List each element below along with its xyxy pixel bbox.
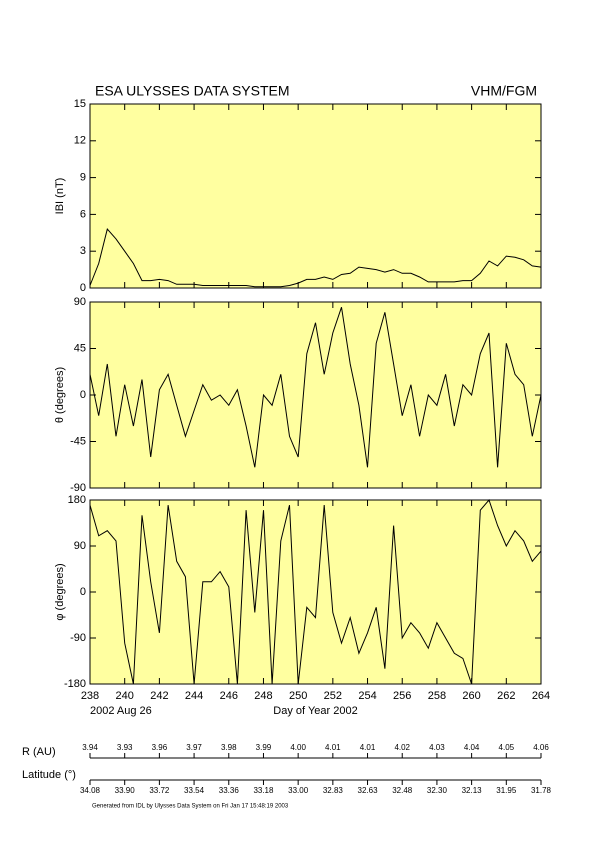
lat-value: 33.90 [115, 786, 136, 795]
r-value: 4.04 [464, 743, 480, 752]
y-tick-label: 15 [74, 98, 86, 110]
r-value: 3.96 [152, 743, 168, 752]
x-tick-label: 252 [324, 690, 342, 702]
date-label: 2002 Aug 26 [90, 705, 152, 717]
r-value: 4.03 [429, 743, 445, 752]
lat-value: 33.36 [219, 786, 240, 795]
x-tick-label: 238 [81, 690, 99, 702]
x-tick-label: 248 [254, 690, 272, 702]
lat-value: 33.72 [149, 786, 170, 795]
title: ESA ULYSSES DATA SYSTEM [95, 83, 290, 99]
x-tick-label: 240 [116, 690, 134, 702]
y-tick-label: 90 [74, 296, 86, 308]
footer: Generated from IDL by Ulysses Data Syste… [92, 804, 289, 810]
lat-value: 32.30 [427, 786, 448, 795]
r-value: 3.98 [221, 743, 237, 752]
r-value: 4.00 [290, 743, 306, 752]
r-value: 3.93 [117, 743, 133, 752]
panel [90, 302, 541, 488]
x-tick-label: 250 [289, 690, 307, 702]
y-tick-label: -180 [64, 678, 86, 690]
lat-value: 32.48 [392, 786, 413, 795]
y-axis-label: IBI (nT) [54, 178, 66, 215]
y-axis-label: φ (degrees) [54, 563, 66, 620]
r-label: R (AU) [22, 746, 56, 758]
y-tick-label: 9 [80, 172, 86, 184]
x-tick-label: 258 [428, 690, 446, 702]
y-tick-label: 90 [74, 540, 86, 552]
y-tick-label: 0 [80, 282, 86, 294]
x-tick-label: 244 [185, 690, 203, 702]
data-line [89, 307, 542, 468]
data-line [89, 499, 542, 685]
lat-value: 31.95 [496, 786, 517, 795]
r-value: 4.06 [533, 743, 549, 752]
x-tick-label: 260 [462, 690, 480, 702]
data-line [89, 228, 542, 288]
lat-value: 34.08 [80, 786, 101, 795]
y-tick-label: 0 [80, 389, 86, 401]
lat-value: 33.18 [253, 786, 274, 795]
panel-frame [89, 103, 542, 289]
instrument: VHM/FGM [471, 83, 537, 99]
panel [90, 104, 541, 288]
r-value: 4.01 [325, 743, 341, 752]
x-tick-label: 246 [220, 690, 238, 702]
x-axis-label: Day of Year 2002 [273, 705, 357, 717]
r-value: 4.02 [394, 743, 410, 752]
lat-value: 32.63 [358, 786, 379, 795]
x-tick-label: 242 [150, 690, 168, 702]
y-axis-label: θ (degrees) [54, 367, 66, 423]
lat-value: 33.00 [288, 786, 309, 795]
y-tick-label: 3 [80, 245, 86, 257]
x-tick-label: 264 [532, 690, 550, 702]
x-tick-label: 254 [358, 690, 376, 702]
r-value: 4.01 [360, 743, 376, 752]
y-tick-label: 180 [68, 494, 86, 506]
r-value: 3.99 [256, 743, 272, 752]
panel [90, 500, 541, 684]
y-tick-label: -90 [70, 632, 86, 644]
lat-value: 32.13 [462, 786, 483, 795]
r-value: 3.94 [82, 743, 98, 752]
y-tick-label: -45 [70, 435, 86, 447]
x-tick-label: 256 [393, 690, 411, 702]
y-tick-label: -90 [70, 482, 86, 494]
y-tick-label: 12 [74, 135, 86, 147]
r-value: 4.05 [499, 743, 515, 752]
y-tick-label: 0 [80, 586, 86, 598]
lat-label: Latitude (°) [22, 769, 76, 781]
x-tick-label: 262 [497, 690, 515, 702]
y-tick-label: 45 [74, 342, 86, 354]
r-value: 3.97 [186, 743, 202, 752]
y-tick-label: 6 [80, 208, 86, 220]
lat-value: 31.78 [531, 786, 552, 795]
lat-value: 32.83 [323, 786, 344, 795]
lat-value: 33.54 [184, 786, 205, 795]
